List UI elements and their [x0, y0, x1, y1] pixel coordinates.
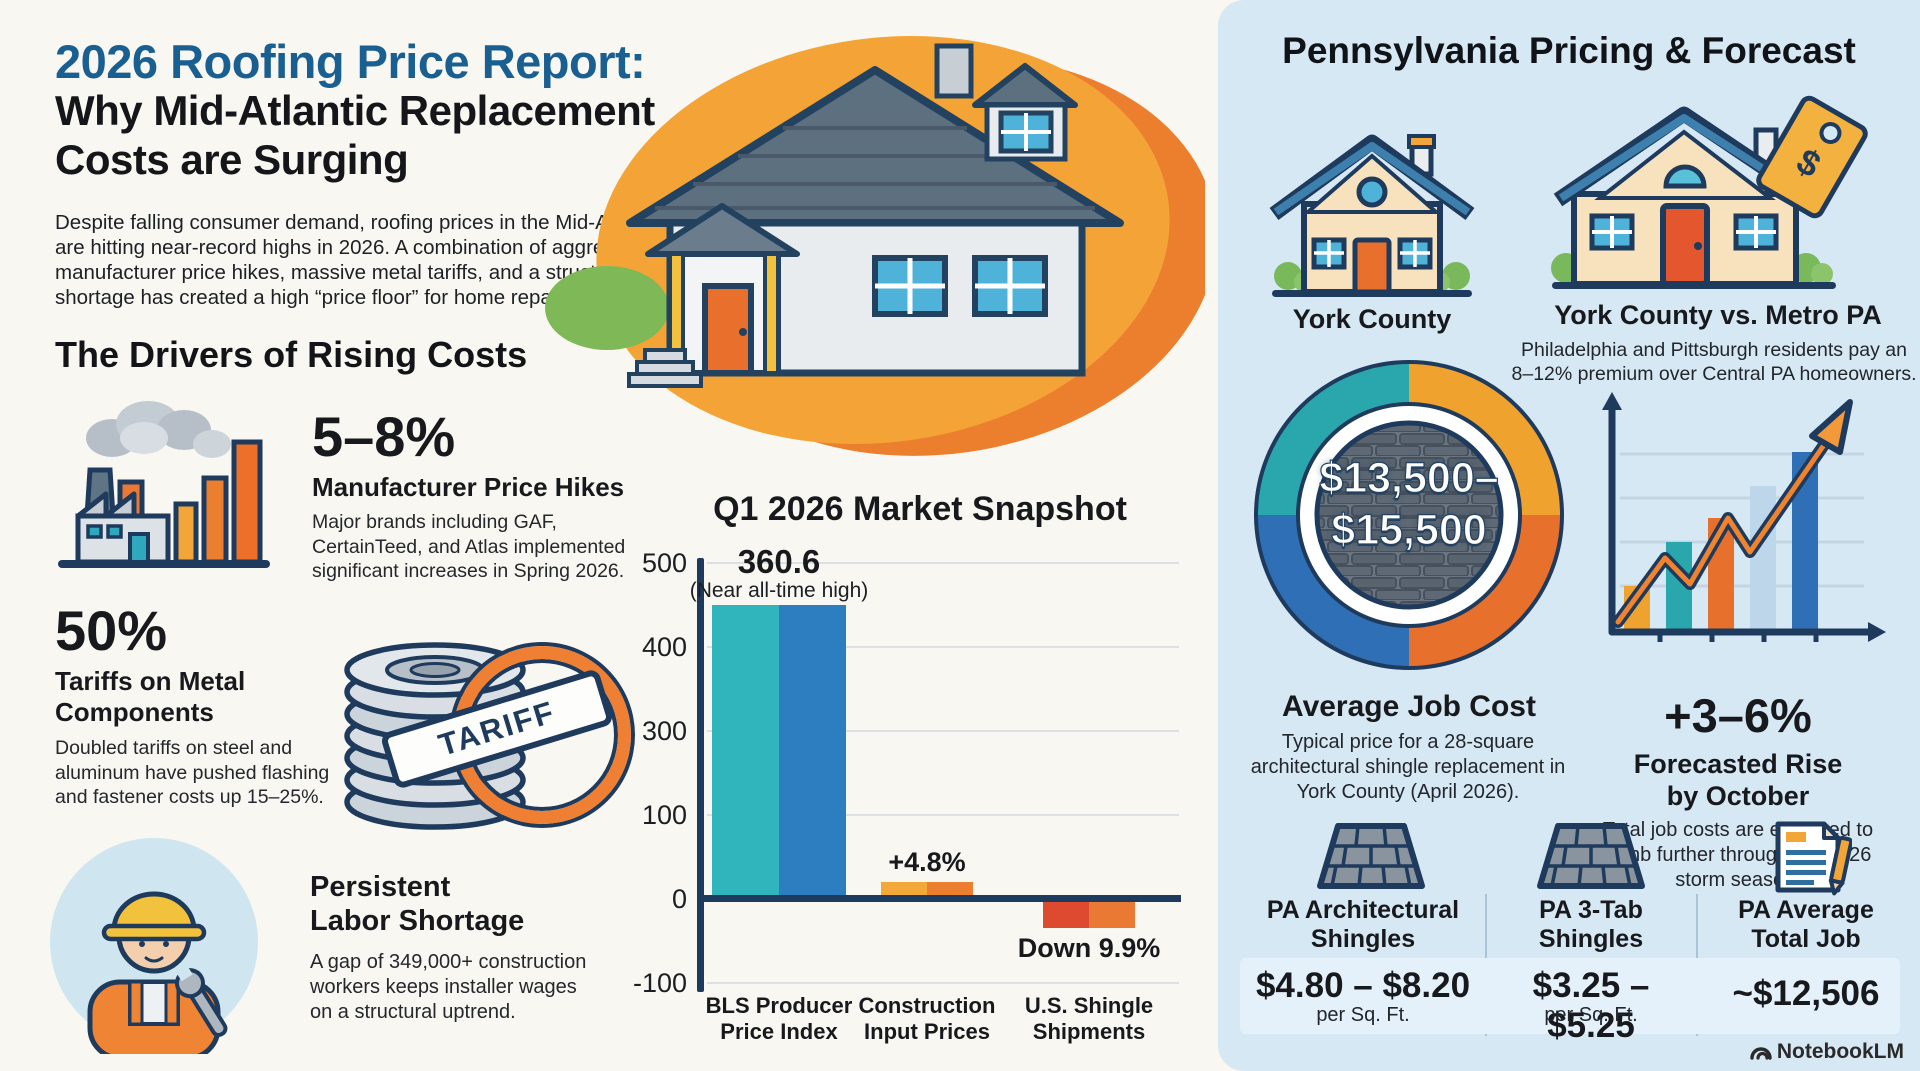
architectural-shingle-icon — [1317, 823, 1425, 889]
forecast-growth-chart-icon — [1602, 392, 1886, 642]
drivers-heading: The Drivers of Rising Costs — [55, 334, 528, 375]
x-label-shingle: U.S. Shingle Shipments — [1024, 993, 1154, 1044]
notebooklm-logo-icon — [1750, 1047, 1772, 1060]
pennsylvania-panel: Pennsylvania Pricing & Forecast — [1218, 0, 1920, 1071]
callout-ppi-value: 360.6 — [737, 543, 821, 580]
york-county-caption: York County — [1292, 304, 1452, 334]
y-tick-label: 100 — [641, 800, 687, 830]
forecast-stat: +3–6% — [1664, 689, 1812, 742]
x-label-construction: Construction Input Prices — [858, 993, 996, 1044]
y-tick-label: 0 — [671, 884, 687, 914]
title-labor-shortage: Persistent Labor Shortage — [310, 871, 525, 937]
gridline — [707, 562, 1179, 564]
construction-worker-icon — [50, 838, 258, 1054]
factory-emissions-bar-icon — [58, 401, 270, 568]
zero-baseline — [697, 895, 1181, 902]
notebooklm-brand-text: NotebookLM — [1776, 1040, 1904, 1063]
y-tick-label: 400 — [641, 632, 687, 662]
forecast-caption: Forecasted Rise by October — [1633, 749, 1843, 811]
price-3tab: $3.25 – $5.25 — [1532, 966, 1650, 1045]
york-county-house-icon — [1269, 134, 1475, 297]
intro-paragraph: Despite falling consumer demand, roofing… — [55, 211, 681, 309]
metro-caption: York County vs. Metro PA — [1554, 300, 1882, 330]
report-title: Why Mid-Atlantic Replacement Costs are S… — [55, 87, 655, 183]
callout-input-prices: +4.8% — [888, 847, 966, 877]
unit-3tab: per Sq. Ft. — [1544, 1004, 1638, 1026]
stat-tariffs: 50% — [55, 599, 168, 662]
three-tab-shingle-icon — [1537, 823, 1645, 889]
title-tariffs: Tariffs on Metal Components — [55, 666, 246, 727]
callout-shipments: Down 9.9% — [1017, 933, 1161, 963]
price-total-job: ~$12,506 — [1732, 974, 1880, 1013]
gridline — [707, 982, 1179, 984]
gridline — [707, 730, 1179, 732]
y-tick-label: 300 — [641, 716, 687, 746]
y-axis-line — [697, 558, 704, 992]
metro-pa-house-icon — [1551, 106, 1836, 289]
table-header-3tab: PA 3-Tab Shingles — [1538, 896, 1644, 953]
gridline — [707, 814, 1179, 816]
metro-description: Philadelphia and Pittsburgh residents pa… — [1511, 339, 1917, 385]
dollar-sign: $ — [1789, 139, 1828, 186]
price-values-band — [1240, 958, 1900, 1034]
snapshot-title: Q1 2026 Market Snapshot — [713, 490, 1127, 528]
market-snapshot-chart: 500 400 300 100 0 -100 360.6 (Near all-t… — [615, 543, 1190, 1065]
x-label-bls: BLS Producer Price Index — [705, 993, 853, 1044]
job-cost-donut-chart — [1254, 360, 1564, 670]
job-cost-range: $13,500– $15,500 — [1319, 453, 1500, 554]
house-illustration — [545, 35, 1205, 456]
report-title-accent: 2026 Roofing Price Report: — [55, 35, 646, 88]
price-architectural: $4.80 – $8.20 — [1255, 966, 1471, 1005]
job-cost-description: Typical price for a 28-square architectu… — [1250, 731, 1566, 803]
y-tick-label: 500 — [641, 548, 687, 578]
gridline — [707, 646, 1179, 648]
estimate-document-icon — [1775, 821, 1852, 896]
bar-construction-input-prices — [881, 882, 973, 896]
job-cost-caption: Average Job Cost — [1282, 690, 1536, 723]
y-tick-label: -100 — [632, 968, 687, 998]
bar-bls-producer-price-index — [712, 605, 846, 896]
notebooklm-brand: NotebookLM — [1218, 1040, 1904, 1064]
stat-price-hikes: 5–8% — [312, 405, 456, 468]
desc-price-hikes: Major brands including GAF, CertainTeed,… — [312, 511, 626, 582]
tariff-coins-illustration: TARIFF — [335, 598, 631, 843]
callout-ppi-note: (Near all-time high) — [689, 579, 869, 602]
desc-labor-shortage: A gap of 349,000+ construction workers k… — [310, 951, 587, 1023]
bar-us-shingle-shipments — [1043, 902, 1135, 929]
desc-tariffs: Doubled tariffs on steel and aluminum ha… — [55, 737, 330, 808]
panel-title: Pennsylvania Pricing & Forecast — [1282, 30, 1856, 71]
title-price-hikes: Manufacturer Price Hikes — [312, 472, 625, 502]
unit-architectural: per Sq. Ft. — [1316, 1004, 1410, 1026]
table-header-total-job: PA Average Total Job — [1738, 896, 1874, 953]
table-header-architectural: PA Architectural Shingles — [1266, 896, 1460, 953]
